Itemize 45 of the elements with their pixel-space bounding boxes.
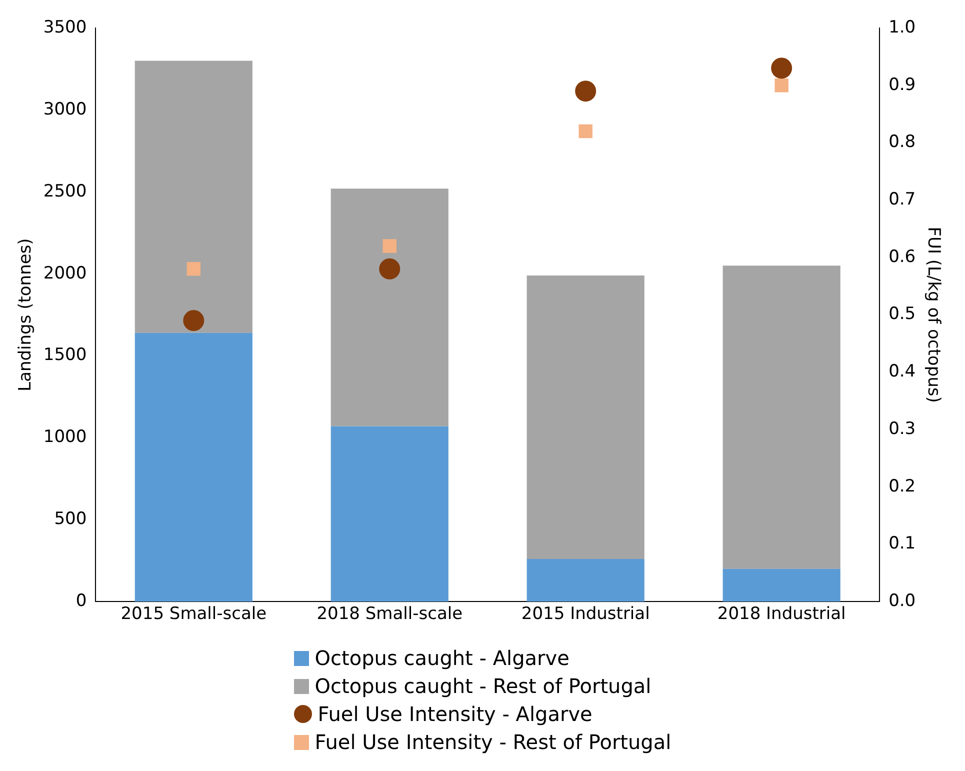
- y2-tick-label: 1.0: [888, 17, 916, 38]
- y2-tick-label: 0.8: [888, 132, 916, 152]
- point: [382, 239, 396, 253]
- bar: [526, 275, 644, 559]
- y2-tick-label: 0.7: [888, 190, 916, 210]
- x-tick-label: 2018 Small-scale: [316, 604, 463, 624]
- y-tick-label: 500: [54, 509, 87, 530]
- y2-tick-label: 0.4: [888, 362, 916, 382]
- y-tick-label: 3500: [43, 17, 87, 38]
- x-tick-label: 2015 Small-scale: [120, 604, 267, 624]
- bar: [134, 60, 252, 333]
- y2-tick-label: 0.6: [888, 246, 916, 267]
- point: [186, 262, 201, 276]
- y2-tick-label: 0.5: [888, 304, 916, 324]
- y-tick-label: 1500: [43, 345, 87, 366]
- y2-tick-label: 0.1: [888, 534, 916, 554]
- y2-tick-label: 0.0: [888, 591, 916, 612]
- y2-axis-title: FUI (L/kg of octopus): [923, 226, 944, 403]
- bar: [722, 568, 840, 602]
- x-tick-label: 2018 Industrial: [717, 604, 846, 624]
- y2-tick-label: 0.3: [888, 418, 916, 439]
- legend-label: Octopus caught - Rest of Portugal: [314, 674, 652, 698]
- y-tick-label: 2000: [43, 263, 87, 284]
- legend-label: Fuel Use Intensity - Algarve: [318, 702, 592, 726]
- y-tick-label: 0: [76, 591, 87, 612]
- point: [578, 124, 592, 138]
- legend-label: Fuel Use Intensity - Rest of Portugal: [314, 730, 672, 754]
- y-tick-label: 1000: [43, 427, 87, 448]
- y2-tick-label: 0.2: [888, 476, 916, 496]
- point: [771, 58, 792, 79]
- bar: [526, 558, 644, 602]
- bar: [722, 266, 840, 569]
- y2-tick-label: 0.9: [888, 74, 916, 95]
- point: [774, 78, 788, 92]
- bar: [330, 188, 448, 426]
- bar: [330, 426, 448, 602]
- y-tick-label: 3000: [43, 99, 87, 120]
- y-axis-title: Landings (tonnes): [16, 238, 36, 392]
- x-tick-label: 2015 Industrial: [521, 604, 650, 624]
- y-tick-label: 2500: [43, 181, 87, 202]
- bar: [134, 332, 252, 602]
- point: [379, 258, 400, 280]
- legend-label: Octopus caught - Algarve: [314, 646, 570, 670]
- point: [575, 80, 596, 102]
- point: [183, 310, 204, 332]
